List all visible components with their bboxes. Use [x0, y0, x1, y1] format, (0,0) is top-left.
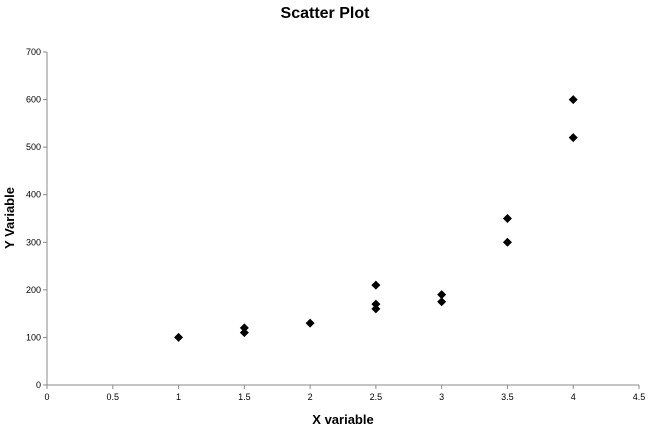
scatter-point: [568, 95, 578, 105]
scatter-point: [239, 323, 249, 333]
x-tick-label: 1.5: [238, 392, 251, 402]
y-axis-ticks: 0 100 200 300 400 500 600 700: [26, 47, 47, 390]
y-tick-label: 300: [26, 237, 41, 247]
x-tick-label: 0: [44, 392, 49, 402]
y-tick-label: 100: [26, 332, 41, 342]
scatter-point: [437, 297, 447, 307]
y-tick-label: 400: [26, 190, 41, 200]
x-axis-label: X variable: [312, 412, 373, 427]
x-tick-label: 4: [571, 392, 576, 402]
chart-title: Scatter Plot: [281, 5, 371, 22]
x-tick-label: 3.5: [501, 392, 514, 402]
scatter-point: [568, 133, 578, 143]
y-tick-label: 0: [36, 380, 41, 390]
scatter-point: [502, 214, 512, 223]
scatter-point: [239, 328, 249, 338]
x-tick-label: 3: [439, 392, 444, 402]
scatter-point: [371, 280, 381, 290]
y-axis-label: Y Variable: [2, 187, 17, 249]
scatter-point: [437, 290, 447, 300]
x-tick-label: 1: [176, 392, 181, 402]
x-tick-label: 2.5: [370, 392, 383, 402]
y-tick-label: 600: [26, 95, 41, 105]
scatter-point: [371, 304, 381, 314]
y-tick-label: 700: [26, 47, 41, 57]
x-axis-ticks: 0 0.5 1 1.5 2 2.5 3 3.5 4 4.5: [44, 385, 645, 402]
x-tick-label: 2: [308, 392, 313, 402]
y-tick-label: 200: [26, 285, 41, 295]
scatter-point: [371, 299, 381, 309]
scatter-point: [305, 318, 315, 328]
scatter-point: [174, 332, 184, 342]
y-tick-label: 500: [26, 142, 41, 152]
scatter-point: [502, 237, 512, 247]
x-tick-label: 0.5: [107, 392, 120, 402]
data-points: [174, 95, 578, 342]
x-tick-label: 4.5: [633, 392, 646, 402]
